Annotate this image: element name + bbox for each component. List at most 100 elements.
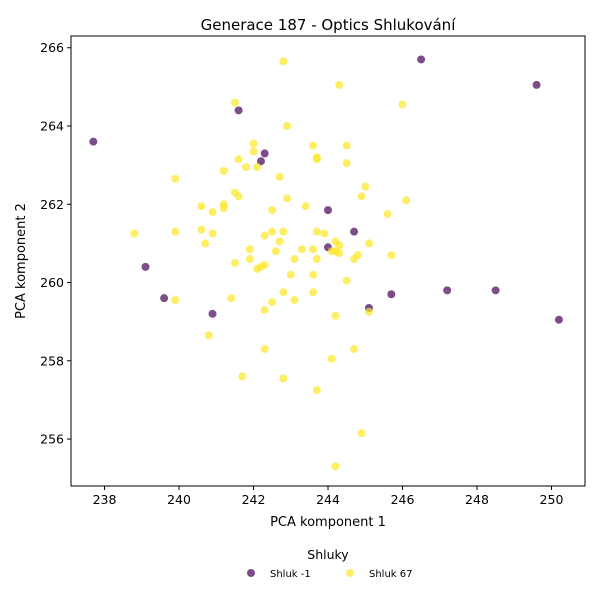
data-point-series-1 — [335, 249, 344, 258]
data-point-series-1 — [301, 202, 310, 211]
data-point-series-1 — [234, 155, 243, 164]
data-point-series-1 — [312, 386, 321, 395]
data-point-series-1 — [245, 245, 254, 254]
data-point-series-1 — [268, 206, 277, 215]
data-point-series-1 — [331, 462, 340, 471]
x-tick-label: 238 — [93, 492, 117, 507]
data-point-series-1 — [342, 141, 351, 150]
data-point-series-1 — [297, 245, 306, 254]
x-tick-label: 242 — [242, 492, 266, 507]
data-point-series-1 — [361, 182, 370, 191]
data-point-series-1 — [171, 296, 180, 305]
data-point-series-1 — [342, 159, 351, 168]
data-point-series-1 — [260, 231, 269, 240]
data-point-series-1 — [357, 429, 366, 438]
data-point-series-0 — [260, 149, 269, 158]
legend: Shluky Shluk -1 Shluk 67 — [247, 547, 413, 580]
data-point-series-0 — [554, 315, 563, 324]
y-axis: 256 258 260 262 264 266 — [40, 40, 71, 447]
y-axis-label: PCA komponent 2 — [14, 203, 29, 319]
data-point-series-1 — [364, 307, 373, 316]
data-point-series-1 — [312, 153, 321, 162]
data-point-series-1 — [312, 255, 321, 264]
y-tick-label: 260 — [40, 275, 64, 290]
data-point-series-1 — [219, 204, 228, 213]
data-point-series-1 — [402, 196, 411, 205]
data-point-series-1 — [204, 331, 213, 340]
data-point-series-1 — [331, 311, 340, 320]
data-point-series-1 — [283, 122, 292, 130]
data-point-series-1 — [260, 260, 269, 269]
x-axis-label: PCA komponent 1 — [270, 515, 386, 530]
data-point-series-1 — [350, 345, 359, 354]
data-point-series-0 — [160, 294, 169, 303]
chart-title: Generace 187 - Optics Shlukování — [201, 16, 457, 34]
data-point-series-1 — [201, 239, 210, 248]
data-point-series-1 — [335, 80, 344, 89]
plot-area-frame — [70, 35, 586, 487]
data-point-series-0 — [491, 286, 500, 295]
data-point-series-1 — [234, 192, 243, 201]
data-point-series-1 — [279, 57, 288, 66]
data-point-series-1 — [197, 202, 206, 211]
data-point-series-1 — [290, 255, 299, 264]
data-point-series-1 — [268, 298, 277, 307]
data-point-series-1 — [309, 288, 318, 297]
data-point-series-1 — [290, 296, 299, 305]
data-point-series-0 — [141, 262, 150, 271]
data-point-series-1 — [335, 241, 344, 250]
data-point-series-0 — [234, 106, 243, 115]
data-point-series-1 — [279, 227, 288, 236]
data-point-series-0 — [208, 309, 217, 318]
data-point-series-0 — [417, 55, 426, 64]
data-point-series-1 — [320, 229, 329, 238]
data-point-series-0 — [443, 286, 452, 295]
data-point-series-0 — [256, 157, 265, 166]
data-point-series-1 — [249, 139, 258, 148]
data-point-series-0 — [387, 290, 396, 299]
data-point-series-1 — [279, 374, 288, 383]
data-point-series-1 — [364, 239, 373, 248]
data-point-series-1 — [357, 192, 366, 201]
x-tick-label: 248 — [465, 492, 489, 507]
data-point-series-1 — [283, 194, 292, 203]
data-point-series-1 — [398, 100, 407, 109]
data-point-series-1 — [350, 255, 359, 264]
data-point-series-1 — [230, 98, 239, 107]
data-point-series-1 — [260, 345, 269, 354]
data-point-series-1 — [171, 227, 180, 236]
data-point-series-1 — [268, 227, 277, 236]
y-tick-label: 256 — [40, 432, 64, 447]
data-point-series-0 — [532, 80, 541, 89]
data-point-series-1 — [253, 163, 262, 172]
x-tick-label: 250 — [540, 492, 564, 507]
data-point-series-1 — [171, 174, 180, 183]
data-point-series-1 — [242, 163, 251, 172]
y-tick-label: 266 — [40, 40, 64, 55]
data-point-series-0 — [350, 227, 359, 236]
data-point-series-1 — [383, 210, 392, 219]
data-point-series-1 — [271, 247, 280, 256]
data-point-series-1 — [275, 172, 284, 181]
data-point-series-1 — [260, 305, 269, 314]
data-point-series-1 — [208, 208, 217, 217]
data-point-series-0 — [324, 206, 332, 215]
data-point-series-1 — [197, 225, 206, 234]
data-point-series-1 — [309, 141, 318, 150]
x-tick-label: 240 — [167, 492, 191, 507]
data-point-series-1 — [238, 372, 247, 381]
x-tick-label: 246 — [391, 492, 415, 507]
data-point-series-1 — [342, 276, 351, 285]
legend-marker-shluk-67 — [346, 569, 354, 577]
data-point-series-0 — [89, 137, 98, 146]
data-point-series-1 — [230, 258, 239, 267]
data-point-series-1 — [249, 147, 258, 156]
data-point-series-1 — [275, 237, 284, 246]
data-point-series-1 — [227, 294, 236, 303]
legend-entry-shluk-67: Shluk 67 — [369, 569, 413, 580]
legend-marker-shluk-minus-1 — [247, 569, 255, 577]
data-point-series-1 — [208, 229, 217, 238]
data-point-series-1 — [387, 251, 396, 260]
legend-entry-shluk-minus-1: Shluk -1 — [270, 569, 311, 580]
